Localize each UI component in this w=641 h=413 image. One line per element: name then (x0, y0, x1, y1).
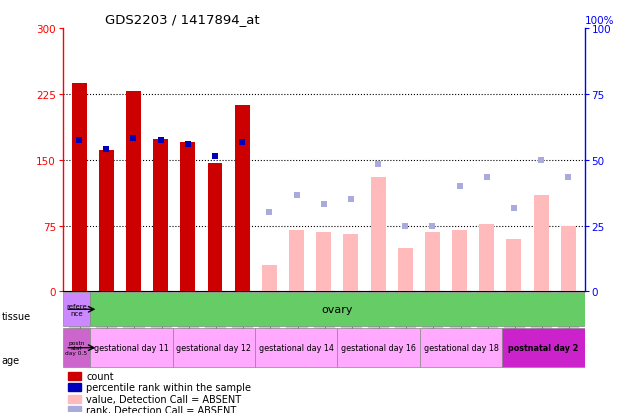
Bar (153, 139, 168, 292)
Bar (255, 328, 337, 368)
Text: ovary: ovary (322, 304, 353, 315)
Text: value, Detection Call = ABSENT: value, Detection Call = ABSENT (87, 394, 242, 404)
Text: gestational day 18: gestational day 18 (424, 343, 499, 352)
Text: gestational day 14: gestational day 14 (259, 343, 334, 352)
Text: tissue: tissue (1, 311, 30, 321)
Text: GDS2203 / 1417894_at: GDS2203 / 1417894_at (104, 13, 259, 26)
Bar (68, 395, 81, 403)
Bar (561, 226, 576, 292)
Bar (344, 235, 358, 292)
Bar (316, 232, 331, 292)
Bar (99, 151, 113, 292)
Text: count: count (87, 371, 114, 381)
Bar (68, 372, 81, 380)
Text: age: age (1, 355, 19, 365)
Bar (172, 328, 255, 368)
Text: gestational day 11: gestational day 11 (94, 343, 169, 352)
Text: postnatal day 2: postnatal day 2 (508, 343, 579, 352)
Text: refere
nce: refere nce (66, 303, 87, 316)
Bar (235, 106, 249, 292)
Bar (90, 328, 172, 368)
Bar (502, 328, 585, 368)
Bar (534, 195, 549, 292)
Text: percentile rank within the sample: percentile rank within the sample (87, 382, 251, 392)
Bar (126, 92, 141, 292)
Bar (68, 406, 81, 413)
Text: 100%: 100% (585, 16, 614, 26)
Text: rank, Detection Call = ABSENT: rank, Detection Call = ABSENT (87, 405, 237, 413)
Bar (180, 143, 196, 292)
Bar (398, 248, 413, 292)
Bar (425, 232, 440, 292)
Bar (289, 230, 304, 292)
Bar (479, 224, 494, 292)
Bar (420, 328, 502, 368)
Bar (506, 239, 521, 292)
Bar (68, 383, 81, 391)
Bar (208, 164, 222, 292)
Bar (337, 328, 420, 368)
Bar (262, 266, 277, 292)
Text: postn
atal
day 0.5: postn atal day 0.5 (65, 340, 88, 355)
Bar (63, 292, 90, 327)
Bar (72, 84, 87, 292)
Text: gestational day 16: gestational day 16 (341, 343, 416, 352)
Text: gestational day 12: gestational day 12 (176, 343, 251, 352)
Bar (63, 328, 90, 368)
Bar (452, 230, 467, 292)
Bar (370, 178, 385, 292)
